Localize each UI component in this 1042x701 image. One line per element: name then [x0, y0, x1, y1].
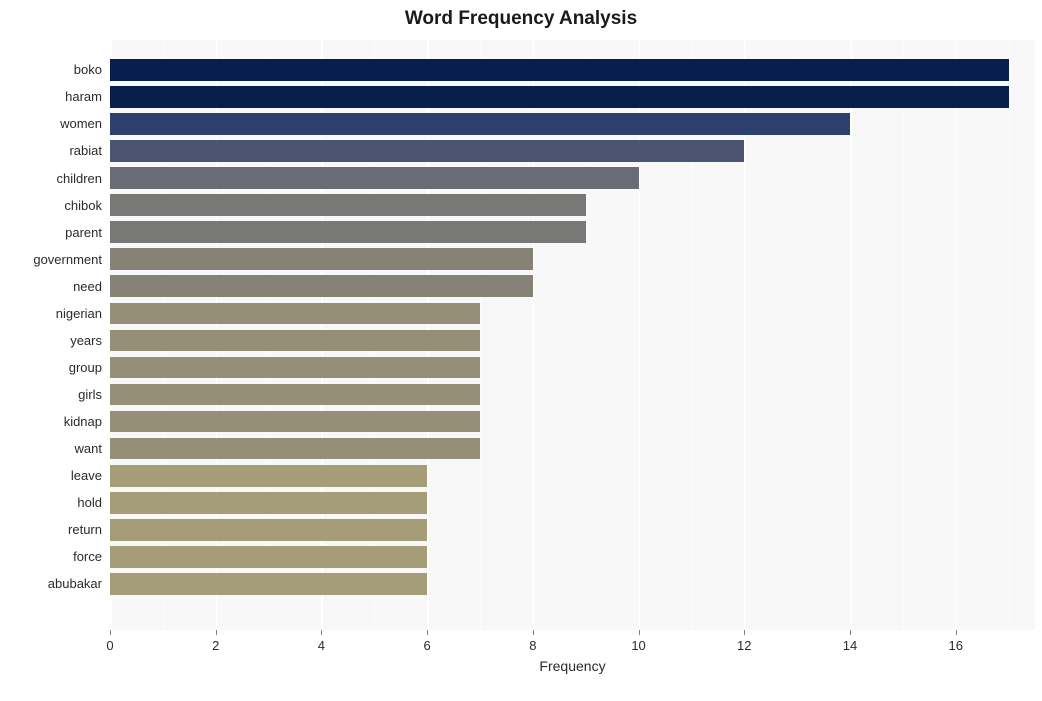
y-tick-label: government	[33, 252, 102, 267]
y-tick-label: want	[75, 441, 102, 456]
x-tick-mark	[321, 630, 322, 635]
grid-line	[1009, 40, 1010, 630]
y-tick-label: girls	[78, 387, 102, 402]
y-tick-label: boko	[74, 62, 102, 77]
y-tick-label: parent	[65, 225, 102, 240]
bar	[110, 384, 480, 406]
x-tick-mark	[956, 630, 957, 635]
bar	[110, 59, 1009, 81]
y-tick-label: kidnap	[64, 414, 102, 429]
bar	[110, 248, 533, 270]
x-tick-label: 10	[631, 638, 645, 653]
bar	[110, 275, 533, 297]
bar	[110, 221, 586, 243]
y-tick-label: chibok	[64, 198, 102, 213]
grid-line	[850, 40, 852, 630]
y-tick-label: return	[68, 522, 102, 537]
x-tick-label: 2	[212, 638, 219, 653]
x-tick-mark	[427, 630, 428, 635]
x-tick-mark	[110, 630, 111, 635]
x-tick-mark	[639, 630, 640, 635]
bar	[110, 303, 480, 325]
x-tick-mark	[216, 630, 217, 635]
y-tick-label: hold	[77, 495, 102, 510]
chart-title: Word Frequency Analysis	[0, 8, 1042, 30]
bar	[110, 167, 639, 189]
grid-line	[903, 40, 904, 630]
bar	[110, 546, 427, 568]
bar	[110, 194, 586, 216]
y-tick-label: group	[69, 360, 102, 375]
bar	[110, 411, 480, 433]
x-axis-label: Frequency	[110, 658, 1035, 674]
x-tick-label: 16	[948, 638, 962, 653]
bar	[110, 330, 480, 352]
y-tick-label: force	[73, 549, 102, 564]
bar	[110, 573, 427, 595]
x-tick-mark	[744, 630, 745, 635]
y-tick-label: need	[73, 279, 102, 294]
plot-area	[110, 40, 1035, 630]
bar	[110, 492, 427, 514]
y-tick-label: abubakar	[48, 576, 102, 591]
y-tick-label: rabiat	[69, 143, 102, 158]
x-tick-label: 8	[529, 638, 536, 653]
x-tick-label: 6	[424, 638, 431, 653]
x-tick-label: 0	[106, 638, 113, 653]
y-tick-label: nigerian	[56, 306, 102, 321]
y-tick-label: leave	[71, 468, 102, 483]
bar	[110, 519, 427, 541]
x-tick-label: 14	[843, 638, 857, 653]
x-tick-mark	[533, 630, 534, 635]
bar	[110, 113, 850, 135]
bar	[110, 438, 480, 460]
bar	[110, 357, 480, 379]
x-tick-label: 12	[737, 638, 751, 653]
y-tick-label: children	[56, 171, 102, 186]
word-frequency-chart: Word Frequency Analysis Frequency 0 2 4 6 8 1…	[0, 0, 1042, 701]
bar	[110, 140, 744, 162]
grid-line	[956, 40, 958, 630]
x-tick-mark	[850, 630, 851, 635]
y-tick-label: years	[70, 333, 102, 348]
x-tick-label: 4	[318, 638, 325, 653]
bar	[110, 86, 1009, 108]
bar	[110, 465, 427, 487]
y-tick-label: women	[60, 116, 102, 131]
y-tick-label: haram	[65, 89, 102, 104]
